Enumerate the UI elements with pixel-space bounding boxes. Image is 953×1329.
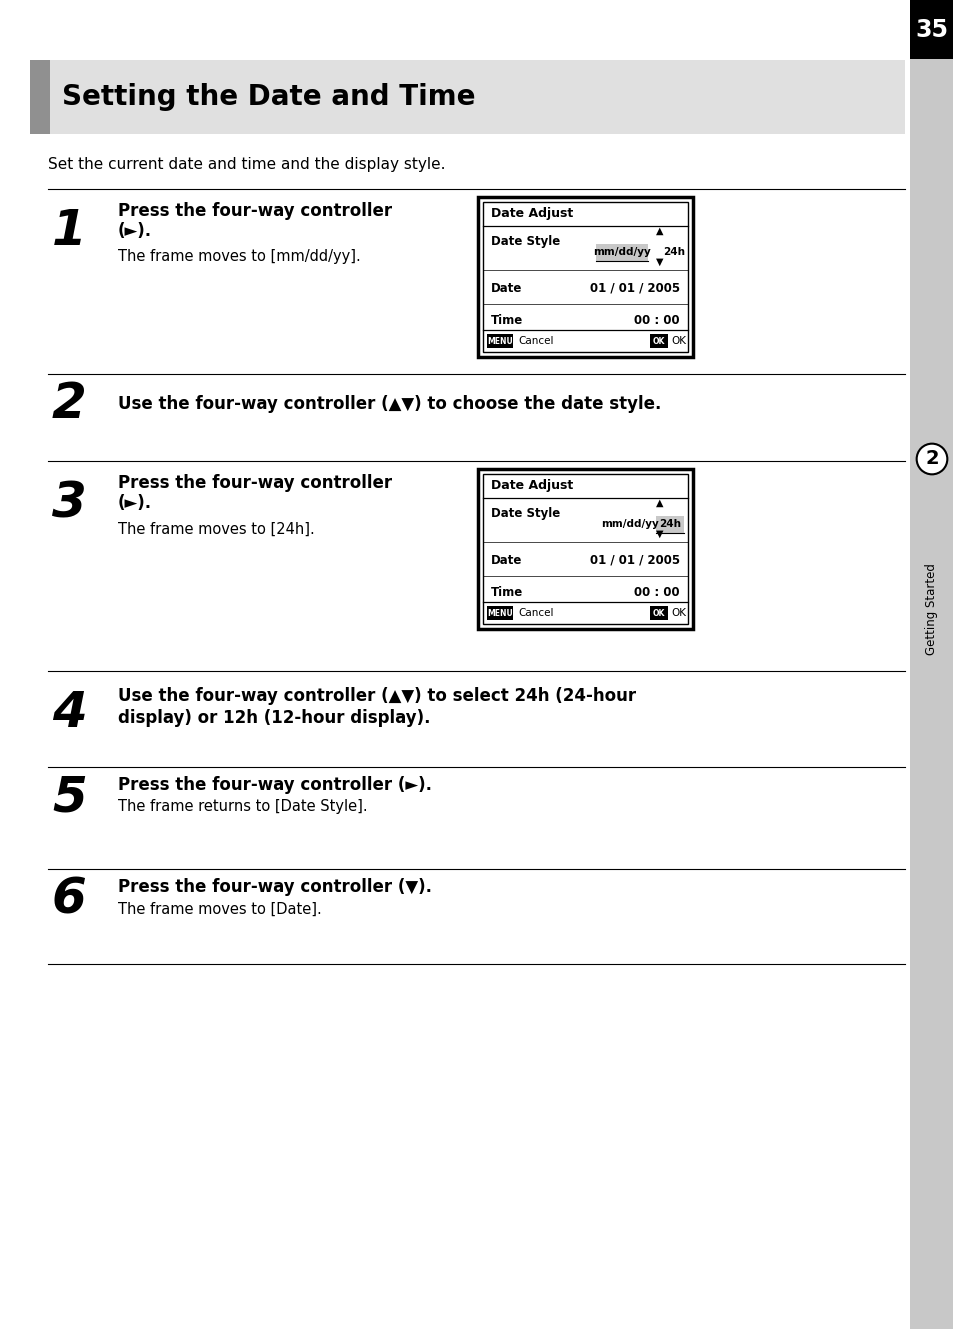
Text: Press the four-way controller: Press the four-way controller xyxy=(118,474,392,492)
Text: Date Style: Date Style xyxy=(491,235,559,249)
Text: Use the four-way controller (▲▼) to choose the date style.: Use the four-way controller (▲▼) to choo… xyxy=(118,395,660,413)
Text: 5: 5 xyxy=(52,773,87,821)
Bar xyxy=(486,334,513,348)
Bar xyxy=(649,606,667,621)
Text: OK: OK xyxy=(652,336,664,346)
Text: 2: 2 xyxy=(924,449,938,469)
Bar xyxy=(50,60,904,134)
Text: 24h: 24h xyxy=(659,520,680,529)
Bar xyxy=(649,334,667,348)
Text: 35: 35 xyxy=(915,19,947,43)
Text: Date Adjust: Date Adjust xyxy=(491,480,573,493)
Text: 00 : 00: 00 : 00 xyxy=(634,314,679,327)
Bar xyxy=(596,245,647,260)
Text: OK: OK xyxy=(652,609,664,618)
Text: The frame moves to [Date].: The frame moves to [Date]. xyxy=(118,901,321,917)
Text: Press the four-way controller (►).: Press the four-way controller (►). xyxy=(118,776,432,793)
Text: MENU: MENU xyxy=(487,609,513,618)
Bar xyxy=(30,60,904,74)
Text: Cancel: Cancel xyxy=(517,336,553,346)
Text: The frame moves to [24h].: The frame moves to [24h]. xyxy=(118,521,314,537)
Text: OK: OK xyxy=(670,336,685,346)
Text: Date Adjust: Date Adjust xyxy=(491,207,573,221)
Text: 01 / 01 / 2005: 01 / 01 / 2005 xyxy=(589,553,679,566)
Bar xyxy=(909,0,953,1329)
Bar xyxy=(30,60,50,134)
Text: Time: Time xyxy=(491,314,522,327)
Text: mm/dd/yy: mm/dd/yy xyxy=(600,520,659,529)
Text: Set the current date and time and the display style.: Set the current date and time and the di… xyxy=(48,157,445,171)
Text: 00 : 00: 00 : 00 xyxy=(634,586,679,598)
Text: Cancel: Cancel xyxy=(517,607,553,618)
Text: Use the four-way controller (▲▼) to select 24h (24-hour: Use the four-way controller (▲▼) to sele… xyxy=(118,687,636,704)
Text: 2: 2 xyxy=(52,380,87,428)
Text: mm/dd/yy: mm/dd/yy xyxy=(593,247,650,256)
Text: (►).: (►). xyxy=(118,494,152,512)
Text: The frame returns to [Date Style].: The frame returns to [Date Style]. xyxy=(118,800,367,815)
Bar xyxy=(486,606,513,621)
Text: display) or 12h (12-hour display).: display) or 12h (12-hour display). xyxy=(118,708,430,727)
Text: Date: Date xyxy=(491,553,522,566)
Text: 24h: 24h xyxy=(662,247,684,256)
Text: Getting Started: Getting Started xyxy=(924,563,938,655)
Text: Date Style: Date Style xyxy=(491,508,559,521)
Text: Time: Time xyxy=(491,586,522,598)
Text: ▼: ▼ xyxy=(656,256,663,267)
Bar xyxy=(656,516,683,533)
Text: Press the four-way controller: Press the four-way controller xyxy=(118,202,392,221)
Bar xyxy=(909,0,953,58)
Text: 01 / 01 / 2005: 01 / 01 / 2005 xyxy=(589,282,679,295)
Text: The frame moves to [mm/dd/yy].: The frame moves to [mm/dd/yy]. xyxy=(118,250,360,264)
Text: ▲: ▲ xyxy=(656,498,663,508)
Bar xyxy=(482,474,687,625)
Text: (►).: (►). xyxy=(118,222,152,241)
Bar xyxy=(482,202,687,352)
Text: MENU: MENU xyxy=(487,336,513,346)
Text: ▼: ▼ xyxy=(656,529,663,540)
Text: Setting the Date and Time: Setting the Date and Time xyxy=(62,82,475,112)
Text: Date: Date xyxy=(491,282,522,295)
Text: ▲: ▲ xyxy=(656,226,663,237)
Bar xyxy=(477,197,692,358)
Bar xyxy=(477,469,692,629)
Text: 6: 6 xyxy=(52,874,87,924)
Text: 1: 1 xyxy=(52,207,87,255)
Text: 3: 3 xyxy=(52,478,87,528)
Text: 4: 4 xyxy=(52,688,87,738)
Text: OK: OK xyxy=(670,607,685,618)
Text: Press the four-way controller (▼).: Press the four-way controller (▼). xyxy=(118,878,432,896)
